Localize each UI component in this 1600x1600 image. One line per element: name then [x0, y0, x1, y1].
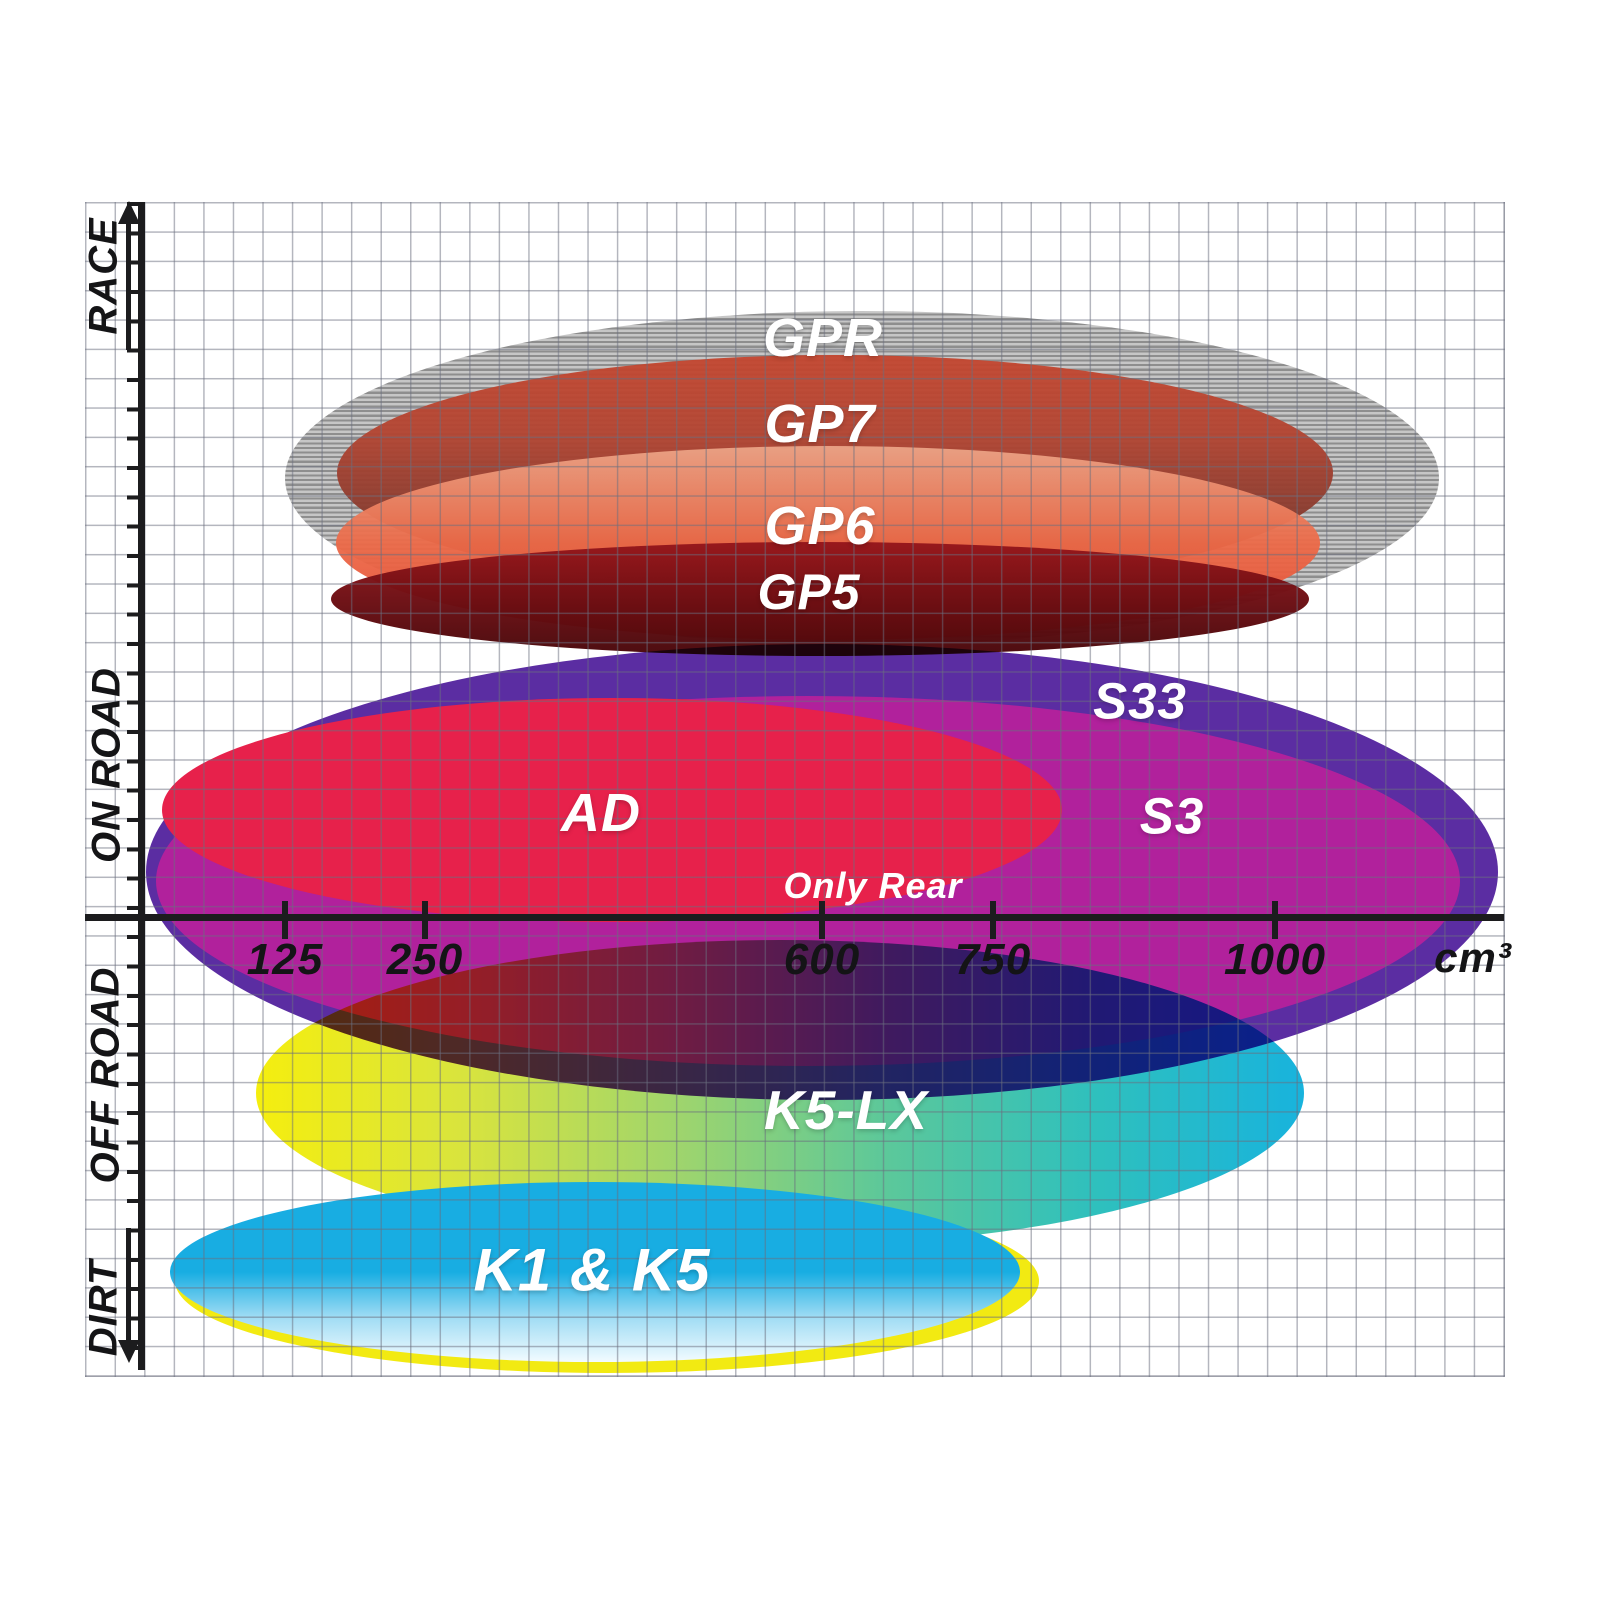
x-tick-1000: [1272, 901, 1278, 939]
y-axis-line: [138, 202, 145, 1370]
region-label-s3: S3: [1139, 787, 1205, 845]
x-tick-label-250: 250: [386, 935, 464, 984]
band-label-off-road: OFF ROAD: [83, 966, 128, 1184]
dirt-arrow-line: [126, 1228, 131, 1341]
x-axis-line: [85, 914, 1504, 921]
band-label-on-road: ON ROAD: [84, 667, 129, 863]
x-tick-label-600: 600: [783, 935, 861, 984]
region-label-gp5: GP5: [757, 564, 861, 620]
region-label-gp7: GP7: [764, 394, 876, 454]
x-tick-750: [990, 901, 996, 939]
region-label-ad: AD: [561, 783, 641, 843]
band-label-race: RACE: [81, 217, 126, 335]
region-note-ad: Only Rear: [783, 865, 963, 906]
region-label-k5lx: K5-LX: [764, 1079, 928, 1141]
x-tick-600: [819, 901, 825, 939]
x-tick-125: [282, 901, 288, 939]
dirt-arrow-down-icon: [118, 1340, 140, 1363]
x-tick-label-750: 750: [954, 935, 1032, 984]
race-arrow-up-icon: [118, 201, 140, 224]
region-label-gp6: GP6: [764, 496, 876, 556]
x-tick-250: [422, 901, 428, 939]
x-tick-label-1000: 1000: [1224, 935, 1326, 984]
region-label-k1k5: K1 & K5: [473, 1236, 711, 1304]
x-tick-label-125: 125: [246, 935, 324, 984]
region-label-s33: S33: [1093, 672, 1187, 730]
x-axis-unit-label: cm³: [1434, 934, 1512, 981]
race-arrow-line: [126, 222, 131, 350]
region-label-gpr: GPR: [762, 308, 884, 368]
